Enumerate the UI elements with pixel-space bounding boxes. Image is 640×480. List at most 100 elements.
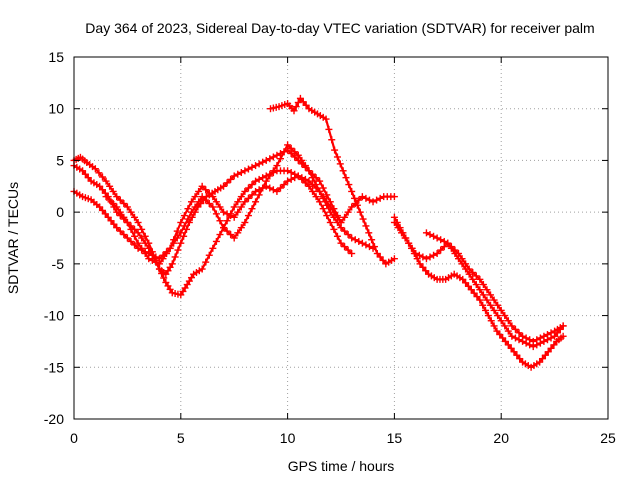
data-point — [252, 187, 260, 195]
data-point — [131, 213, 139, 221]
data-point — [454, 250, 462, 258]
data-point — [430, 232, 438, 240]
x-tick-label: 5 — [177, 430, 185, 446]
data-point — [134, 229, 142, 237]
data-point — [173, 227, 181, 235]
data-point — [333, 232, 341, 240]
data-point — [390, 218, 398, 226]
data-point — [331, 146, 339, 154]
data-point — [227, 231, 235, 239]
data-point — [212, 210, 220, 218]
data-point — [237, 193, 245, 201]
data-point — [316, 177, 324, 185]
data-point — [123, 203, 131, 211]
series-satellite-track-5 — [267, 94, 398, 268]
data-point — [333, 153, 341, 161]
data-point — [273, 187, 281, 195]
data-point — [209, 203, 217, 211]
data-point — [362, 194, 370, 202]
data-point — [348, 203, 356, 211]
data-point — [540, 332, 548, 340]
data-point — [323, 198, 331, 206]
data-point — [138, 234, 146, 242]
data-point — [365, 196, 373, 204]
data-point — [230, 172, 238, 180]
data-point — [490, 306, 498, 314]
data-point — [123, 218, 131, 226]
data-point — [333, 213, 341, 221]
data-point — [237, 168, 245, 176]
data-point — [405, 239, 413, 247]
data-point — [116, 196, 124, 204]
data-point — [483, 286, 491, 294]
data-point — [195, 187, 203, 195]
data-point — [141, 239, 149, 247]
data-point — [131, 232, 139, 240]
data-point — [212, 198, 220, 206]
series-line — [269, 97, 396, 265]
data-point — [223, 217, 231, 225]
data-point — [526, 336, 534, 344]
data-point — [376, 194, 384, 202]
data-point — [255, 175, 263, 183]
x-tick-label: 15 — [387, 430, 403, 446]
data-point — [120, 213, 128, 221]
data-point — [494, 301, 502, 309]
plot-frame — [73, 56, 609, 420]
data-point — [155, 260, 163, 268]
data-point — [479, 291, 487, 299]
data-point — [230, 234, 238, 242]
data-point — [345, 181, 353, 189]
data-point — [284, 167, 292, 175]
data-point — [177, 239, 185, 247]
data-point — [241, 198, 249, 206]
data-point — [163, 250, 171, 258]
data-point — [490, 296, 498, 304]
data-point — [398, 229, 406, 237]
data-point — [298, 156, 306, 164]
data-point — [244, 194, 252, 202]
data-point — [559, 322, 567, 330]
data-point — [309, 181, 317, 189]
data-point — [373, 196, 381, 204]
data-point — [508, 332, 516, 340]
data-point — [322, 115, 330, 123]
data-point — [482, 306, 490, 314]
data-point — [519, 332, 527, 340]
data-point — [148, 256, 156, 264]
y-tick-label: -5 — [52, 256, 65, 272]
data-point — [177, 229, 185, 237]
data-point — [202, 186, 210, 194]
data-point — [522, 334, 530, 342]
data-point — [113, 193, 121, 201]
series-satellite-track-6 — [390, 213, 567, 371]
data-point — [106, 196, 114, 204]
data-point — [330, 225, 338, 233]
series-satellite-track-4 — [102, 172, 398, 268]
data-point — [102, 177, 110, 185]
data-point — [479, 301, 487, 309]
data-point — [170, 236, 178, 244]
data-point — [291, 148, 299, 156]
data-point — [273, 162, 281, 170]
data-point — [287, 168, 295, 176]
data-point — [244, 165, 252, 173]
data-point — [356, 208, 364, 216]
data-point — [515, 329, 523, 337]
data-point — [262, 156, 270, 164]
data-point — [501, 322, 509, 330]
data-point — [171, 253, 179, 261]
series-line — [425, 231, 565, 343]
data-point — [280, 148, 288, 156]
data-point — [487, 301, 495, 309]
data-point — [116, 227, 124, 235]
data-point — [102, 193, 110, 201]
data-point — [440, 237, 448, 245]
data-point — [241, 218, 249, 226]
data-point — [348, 250, 356, 258]
data-point — [472, 272, 480, 280]
data-point — [426, 253, 434, 261]
data-point — [341, 213, 349, 221]
data-point — [244, 212, 252, 220]
series-line — [104, 174, 396, 265]
